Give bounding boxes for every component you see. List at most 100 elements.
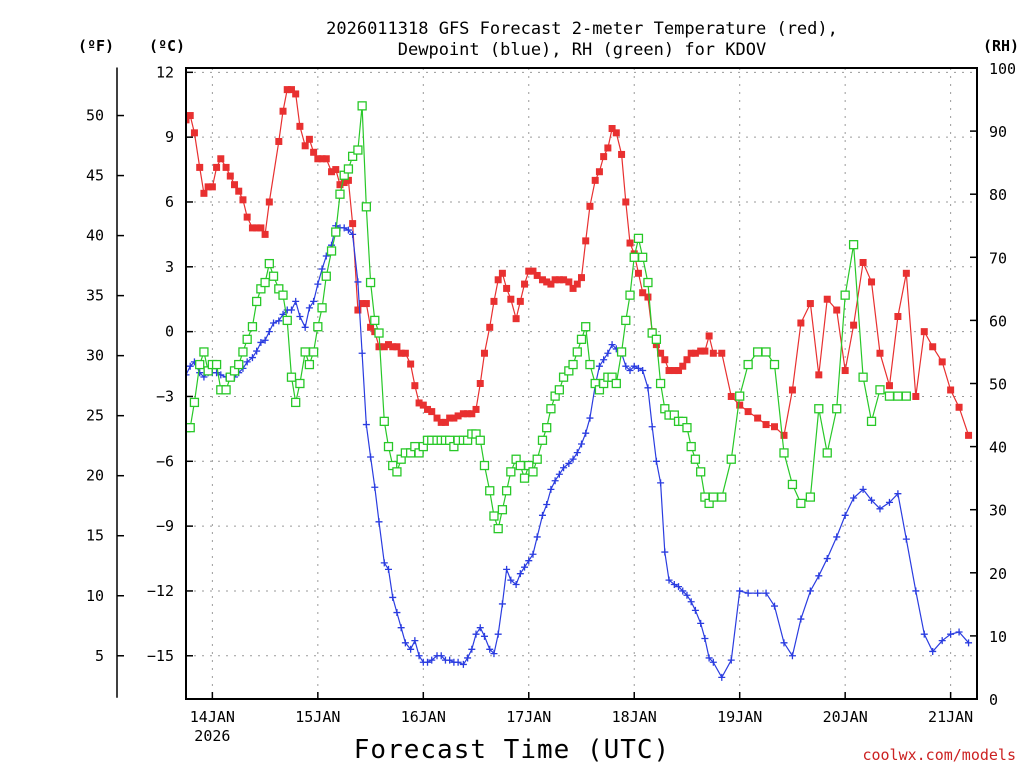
fahrenheit-tick-label: 15 (86, 527, 104, 545)
series-dewpoint (186, 222, 973, 681)
fahrenheit-unit-label: (ºF) (78, 37, 114, 55)
rh-point (822, 448, 832, 458)
temperature-point (551, 276, 559, 284)
temperature-point (938, 358, 946, 366)
rh-point (796, 498, 806, 509)
temperature-point (965, 431, 973, 439)
rh-point (542, 423, 552, 433)
temperature-point (697, 347, 705, 355)
time-tick-label: 17JAN (506, 708, 551, 726)
temperature-point (344, 176, 352, 184)
temperature-point (480, 349, 488, 357)
rh-point (313, 322, 323, 332)
dewpoint-point (744, 589, 752, 597)
temperature-point (573, 280, 581, 288)
rh-point (528, 467, 538, 477)
dewpoint-point (727, 656, 735, 664)
dewpoint-point (257, 338, 265, 346)
rh-point (735, 391, 745, 401)
temperature-point (902, 269, 910, 277)
dewpoint-point (780, 639, 788, 647)
time-tick-label: 20JAN (823, 708, 868, 726)
dewpoint-point (529, 550, 537, 558)
rh-point (696, 467, 706, 477)
temperature-point (437, 418, 445, 426)
temperature-point (894, 313, 902, 321)
rh-point (234, 359, 244, 370)
temperature-point (433, 414, 441, 422)
credit-label: coolwx.com/models (862, 746, 1016, 764)
dewpoint-point (626, 367, 634, 375)
dewpoint-point (296, 313, 304, 321)
rh-point (611, 378, 621, 389)
temperature-point (226, 172, 234, 180)
temperature-point (644, 293, 652, 301)
celsius-tick-label: −12 (147, 582, 174, 600)
dewpoint-point (859, 485, 867, 493)
temperature-point (393, 343, 401, 351)
temperature-point (265, 198, 273, 206)
dewpoint-point (652, 457, 660, 465)
rh-point (682, 423, 692, 433)
rh-point (893, 391, 903, 401)
dewpoint-point (538, 511, 546, 519)
rh-point (353, 145, 363, 155)
temperature-point (243, 213, 251, 221)
rh-point (475, 435, 485, 445)
rh-point (690, 454, 701, 464)
temperature-point (340, 179, 348, 187)
temperature-point (754, 414, 762, 422)
rh-point (282, 315, 292, 326)
rh-point (875, 385, 885, 395)
temperature-point (595, 168, 603, 176)
temperature-point (622, 198, 630, 206)
rh-tick-label: 40 (989, 439, 1007, 457)
temperature-point (604, 144, 612, 152)
temperature-point (384, 341, 392, 349)
temperature-point (349, 220, 357, 228)
temperature-point (253, 224, 261, 232)
temperature-point (354, 306, 362, 314)
temperature-point (305, 135, 313, 143)
temperature-point (296, 122, 304, 130)
rh-tick-label: 90 (989, 123, 1007, 141)
dewpoint-point (287, 306, 295, 314)
dewpoint-point (305, 304, 313, 312)
time-tick-label: 14JAN (190, 708, 235, 726)
temperature-point (850, 321, 858, 329)
rh-tick-label: 70 (989, 249, 1007, 267)
temperature-point (248, 224, 256, 232)
temperature-point (806, 300, 814, 308)
rh-point (858, 372, 868, 382)
rh-point (884, 391, 895, 401)
dewpoint-point (754, 589, 762, 597)
dewpoint-point (657, 479, 665, 487)
dewpoint-point (358, 349, 366, 357)
rh-point (321, 271, 331, 281)
dewpoint-point (275, 317, 283, 325)
temperature-point (336, 181, 344, 189)
dewpoint-point (322, 252, 330, 260)
temperature-point (912, 392, 920, 400)
rh-point (497, 505, 508, 515)
temperature-point (301, 142, 309, 150)
dewpoint-point (965, 639, 973, 647)
dewpoint-point (833, 533, 841, 541)
temperature-point (450, 414, 458, 422)
temperature-point (419, 401, 427, 409)
temperature-point (486, 323, 494, 331)
dewpoint-point (679, 587, 687, 595)
dewpoint-point (367, 453, 375, 461)
dewpoint-point (314, 280, 322, 288)
dewpoint-point (371, 483, 379, 491)
temperature-point (490, 297, 498, 305)
dewpoint-point (687, 598, 695, 606)
temperature-point (565, 278, 573, 286)
rh-point (304, 359, 315, 370)
temperature-point (578, 274, 585, 282)
rh-point (221, 385, 231, 395)
temperature-point (525, 267, 533, 275)
rh-point (633, 233, 644, 244)
dewpoint-point (622, 362, 630, 370)
fahrenheit-tick-label: 40 (86, 227, 104, 245)
